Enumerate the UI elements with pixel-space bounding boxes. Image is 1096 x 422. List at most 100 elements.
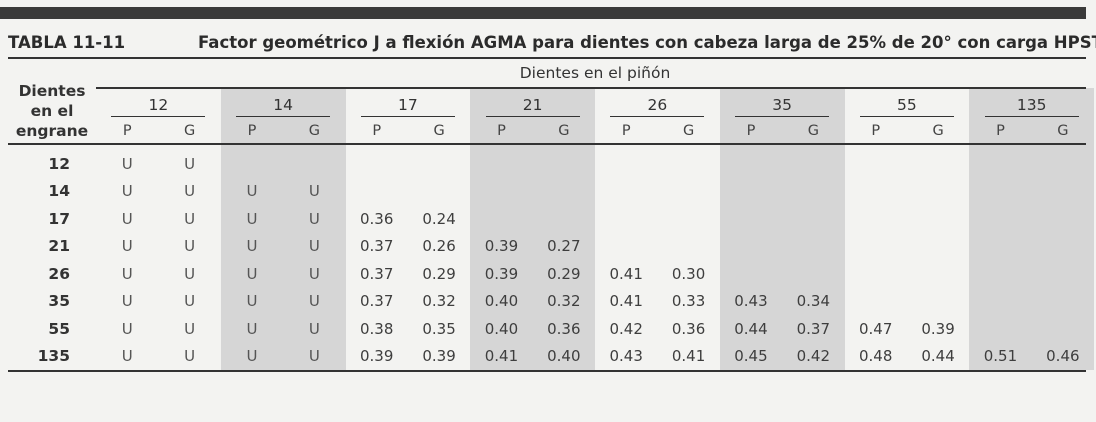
j-value-pinion: U bbox=[121, 154, 133, 173]
j-value-pinion: 0.41 bbox=[609, 292, 643, 311]
j-value-pinion: U bbox=[220, 342, 284, 370]
pinion-subheader: P bbox=[871, 123, 881, 139]
pinion-subheader: P bbox=[372, 123, 382, 139]
table-row: 35 U U U U 0.37 0.32 0.40 0.32 0.41 0.33 0.43 0.34 bbox=[8, 287, 1095, 315]
j-value-gear bbox=[782, 232, 845, 260]
gear-subheader: G bbox=[1031, 119, 1095, 143]
j-value-gear bbox=[782, 205, 845, 233]
pinion-subheader: P bbox=[220, 119, 284, 143]
j-value-gear: 0.24 bbox=[422, 209, 456, 228]
j-value-pinion: 0.38 bbox=[359, 319, 394, 338]
j-value-gear: 0.36 bbox=[532, 315, 595, 343]
gear-subheader: G bbox=[682, 123, 695, 139]
gear-count-label: 21 bbox=[48, 237, 70, 256]
j-value-gear bbox=[782, 177, 845, 205]
j-value-pinion: U bbox=[121, 347, 133, 366]
j-value-gear: U bbox=[184, 347, 196, 366]
pinion-count-label: 14 bbox=[236, 96, 331, 117]
spacer-cell bbox=[220, 143, 346, 150]
table-row: 12 U U bbox=[8, 150, 1095, 178]
column-super-header: Dientes en el piñón bbox=[519, 64, 671, 82]
row-header-line: engrane bbox=[15, 122, 89, 140]
j-value-gear bbox=[532, 205, 595, 233]
j-value-gear bbox=[907, 178, 969, 206]
j-value-gear: U bbox=[283, 177, 346, 205]
table-row: 21 U U U U 0.37 0.26 0.39 0.27 bbox=[8, 232, 1095, 261]
j-value-gear: 0.39 bbox=[921, 319, 955, 338]
table-row: 55 U U U U 0.38 0.35 0.40 0.36 0.42 0.36 0.44 0.37 0.… bbox=[8, 315, 1095, 343]
j-value-pinion: 0.43 bbox=[719, 287, 783, 315]
j-value-gear: 0.40 bbox=[532, 342, 595, 370]
j-value-pinion bbox=[595, 205, 657, 233]
pinion-subheader: P bbox=[969, 119, 1032, 143]
j-value-pinion bbox=[969, 177, 1032, 205]
j-value-gear bbox=[782, 260, 845, 288]
j-value-gear bbox=[1031, 287, 1095, 315]
gear-count-label: 17 bbox=[48, 209, 70, 228]
j-value-pinion: 0.45 bbox=[719, 342, 783, 370]
j-value-gear bbox=[1031, 177, 1095, 205]
pinion-count-label: 26 bbox=[610, 96, 705, 117]
j-value-gear: 0.42 bbox=[782, 342, 845, 370]
pinion-count-label: 35 bbox=[735, 96, 830, 117]
pinion-count-label: 17 bbox=[360, 96, 455, 117]
j-value-gear bbox=[782, 150, 845, 178]
j-value-gear bbox=[657, 233, 719, 261]
spacer-row bbox=[8, 143, 1095, 150]
j-value-pinion bbox=[845, 178, 907, 206]
gear-count-label: 14 bbox=[48, 182, 70, 201]
j-value-gear: 0.30 bbox=[671, 264, 706, 283]
j-value-gear bbox=[532, 150, 595, 178]
j-value-pinion bbox=[969, 150, 1032, 178]
geometry-factor-table: Dientes en el engrane Dientes en el piñón 12… bbox=[8, 58, 1095, 370]
j-value-gear: 0.32 bbox=[532, 287, 595, 315]
j-value-pinion: U bbox=[220, 232, 284, 260]
table-row: 14 U U U U bbox=[8, 177, 1095, 206]
j-value-gear: 0.37 bbox=[782, 315, 845, 343]
gear-count-label: 35 bbox=[48, 292, 70, 311]
j-value-gear: U bbox=[184, 237, 196, 256]
j-value-pinion bbox=[470, 205, 533, 233]
j-value-pinion: 0.39 bbox=[470, 260, 533, 288]
j-value-gear bbox=[657, 205, 719, 233]
j-value-pinion: U bbox=[121, 237, 133, 256]
j-value-pinion bbox=[470, 177, 533, 205]
j-value-pinion bbox=[346, 178, 408, 206]
j-value-gear bbox=[907, 260, 969, 288]
j-value-gear: U bbox=[283, 287, 346, 315]
j-value-pinion bbox=[470, 150, 533, 178]
j-value-gear: 0.39 bbox=[422, 347, 456, 366]
pinion-count-header: 14 bbox=[220, 88, 346, 119]
j-value-gear: 0.41 bbox=[671, 347, 706, 366]
j-value-pinion: U bbox=[121, 209, 133, 228]
j-value-pinion bbox=[969, 315, 1032, 343]
j-value-gear: 0.32 bbox=[422, 292, 456, 311]
j-value-pinion bbox=[595, 178, 657, 206]
j-value-gear: 0.26 bbox=[422, 237, 456, 256]
pinion-count-header: 21 bbox=[470, 88, 595, 119]
j-value-pinion: 0.39 bbox=[470, 232, 533, 260]
j-value-pinion bbox=[969, 205, 1032, 233]
j-value-gear: 0.33 bbox=[671, 292, 706, 311]
j-value-gear: U bbox=[283, 315, 346, 343]
j-value-gear bbox=[1031, 315, 1095, 343]
j-value-pinion: U bbox=[220, 287, 284, 315]
j-value-pinion: 0.41 bbox=[470, 342, 533, 370]
table-number: TABLA 11-11 bbox=[8, 32, 126, 52]
j-value-gear: 0.46 bbox=[1031, 342, 1095, 370]
row-header-line: en el bbox=[30, 102, 74, 120]
j-value-gear: 0.34 bbox=[782, 287, 845, 315]
j-value-gear: 0.29 bbox=[422, 264, 456, 283]
j-value-pinion bbox=[845, 260, 907, 288]
pinion-subheader: P bbox=[621, 123, 631, 139]
j-value-gear: 0.44 bbox=[921, 347, 955, 366]
gear-count-label: 12 bbox=[48, 154, 70, 173]
j-value-gear: 0.36 bbox=[671, 319, 706, 338]
j-value-pinion bbox=[595, 233, 657, 261]
j-value-pinion: 0.42 bbox=[609, 319, 643, 338]
pinion-count-header: 17 bbox=[346, 88, 471, 119]
super-header-rule bbox=[96, 87, 1086, 89]
spacer-cell bbox=[470, 143, 595, 150]
j-value-pinion bbox=[220, 150, 284, 178]
